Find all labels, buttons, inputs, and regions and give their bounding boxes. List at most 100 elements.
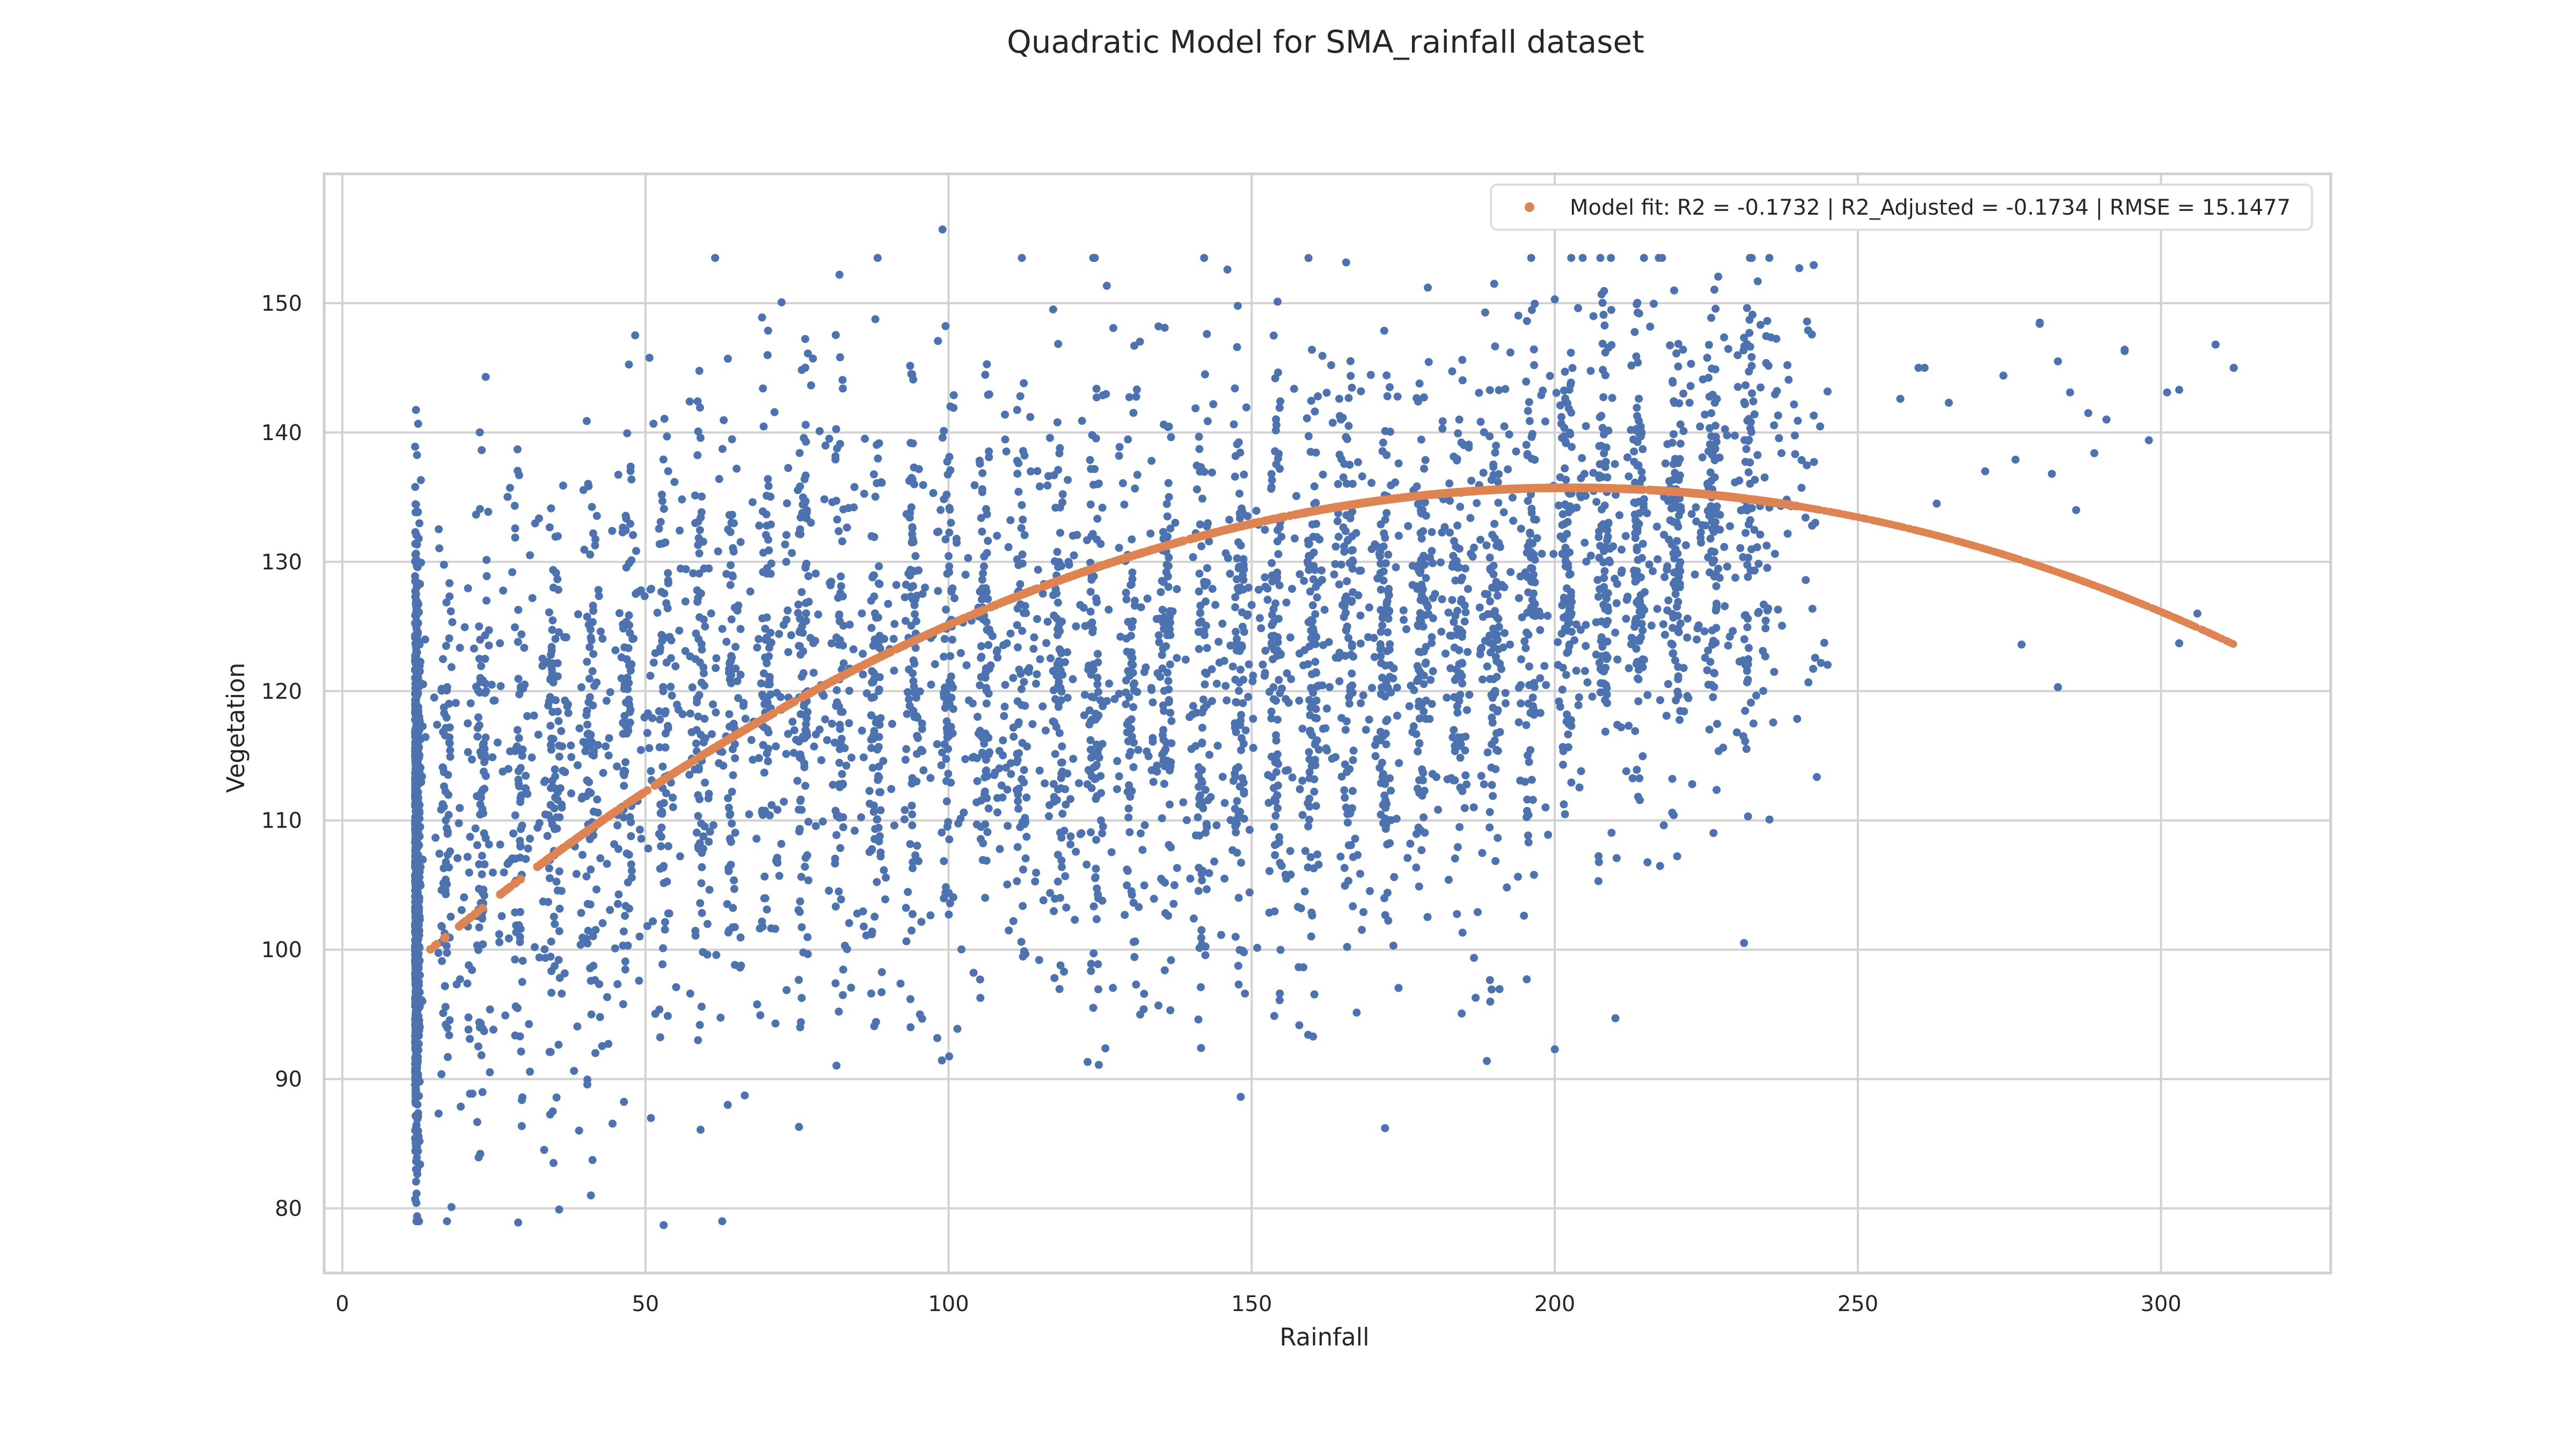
observed-data-point <box>525 1020 533 1028</box>
observed-data-point <box>796 897 804 906</box>
observed-data-point <box>1340 863 1349 872</box>
observed-data-point <box>1342 803 1350 812</box>
observed-data-point <box>1707 313 1716 322</box>
observed-data-point <box>1305 815 1314 824</box>
observed-data-point <box>1273 791 1282 800</box>
observed-data-point <box>1305 552 1313 560</box>
observed-data-point <box>947 518 955 527</box>
observed-data-point <box>1072 622 1080 631</box>
observed-data-point <box>526 835 534 843</box>
observed-data-point <box>884 599 892 608</box>
observed-data-point <box>1268 621 1276 630</box>
observed-data-point <box>1097 789 1106 797</box>
observed-data-point <box>1197 934 1205 942</box>
observed-data-point <box>1419 707 1428 716</box>
observed-data-point <box>1643 509 1651 517</box>
observed-data-point <box>1489 675 1498 684</box>
observed-data-point <box>801 421 810 429</box>
observed-data-point <box>916 1010 924 1019</box>
observed-data-point <box>1283 669 1291 678</box>
observed-data-point <box>1757 383 1765 392</box>
observed-data-point <box>414 1113 422 1121</box>
observed-data-point <box>909 858 917 867</box>
observed-data-point <box>468 965 477 974</box>
observed-data-point <box>1330 570 1338 579</box>
observed-data-point <box>867 930 876 939</box>
observed-data-point <box>1140 821 1149 830</box>
observed-data-point <box>1128 733 1136 741</box>
observed-data-point <box>1377 652 1385 661</box>
observed-data-point <box>1393 712 1401 720</box>
observed-data-point <box>1203 885 1211 894</box>
observed-data-point <box>1150 895 1158 903</box>
observed-data-point <box>1069 675 1077 684</box>
observed-data-point <box>766 520 775 529</box>
chart-title: Quadratic Model for SMA_rainfall dataset <box>1007 24 1644 60</box>
observed-data-point <box>1457 576 1465 584</box>
observed-data-point <box>714 547 722 555</box>
observed-data-point <box>476 635 485 644</box>
observed-data-point <box>1602 443 1611 452</box>
observed-data-point <box>962 661 971 670</box>
observed-data-point <box>592 678 601 687</box>
observed-data-point <box>649 917 657 926</box>
observed-data-point <box>1417 535 1426 543</box>
observed-data-point <box>811 822 820 830</box>
observed-data-point <box>1101 1044 1110 1052</box>
observed-data-point <box>1237 746 1246 755</box>
observed-data-point <box>579 737 588 746</box>
observed-data-point <box>1038 702 1047 711</box>
observed-data-point <box>976 975 984 984</box>
observed-data-point <box>789 749 798 757</box>
observed-data-point <box>1049 305 1057 314</box>
observed-data-point <box>1359 908 1368 917</box>
observed-data-point <box>1129 680 1138 689</box>
observed-data-point <box>701 622 709 631</box>
observed-data-point <box>1469 803 1478 811</box>
observed-data-point <box>1087 784 1096 793</box>
observed-data-point <box>580 545 589 554</box>
observed-data-point <box>829 780 837 789</box>
observed-data-point <box>1069 755 1078 763</box>
observed-data-point <box>1594 852 1603 860</box>
observed-data-point <box>1210 857 1219 866</box>
observed-data-point <box>664 724 672 733</box>
observed-data-point <box>1387 688 1395 697</box>
observed-data-point <box>799 628 807 637</box>
observed-data-point <box>1311 740 1319 749</box>
observed-data-point <box>1305 748 1313 756</box>
observed-data-point <box>1790 431 1799 440</box>
observed-data-point <box>1344 394 1353 402</box>
observed-data-point <box>445 1031 453 1040</box>
observed-data-point <box>716 1013 725 1022</box>
observed-data-point <box>724 803 733 812</box>
observed-data-point <box>1304 560 1313 568</box>
observed-data-point <box>1803 317 1811 326</box>
observed-data-point <box>1633 412 1642 420</box>
observed-data-point <box>555 927 564 935</box>
observed-data-point <box>564 709 573 718</box>
observed-data-point <box>548 1107 557 1116</box>
observed-data-point <box>1133 687 1141 696</box>
observed-data-point <box>1159 420 1168 429</box>
observed-data-point <box>1239 699 1247 707</box>
observed-data-point <box>1524 831 1532 840</box>
observed-data-point <box>870 635 879 643</box>
observed-data-point <box>445 1016 454 1024</box>
observed-data-point <box>414 420 422 428</box>
observed-data-point <box>1446 496 1454 505</box>
observed-data-point <box>1381 661 1389 670</box>
observed-data-point <box>1196 602 1205 610</box>
observed-data-point <box>1692 503 1700 511</box>
observed-data-point <box>835 612 843 620</box>
observed-data-point <box>1135 903 1143 911</box>
observed-data-point <box>545 874 554 882</box>
observed-data-point <box>1473 908 1482 917</box>
observed-data-point <box>480 1027 488 1035</box>
observed-data-point <box>533 823 542 832</box>
observed-data-point <box>1445 479 1454 488</box>
observed-data-point <box>479 746 487 755</box>
observed-data-point <box>1634 697 1643 706</box>
observed-data-point <box>1429 614 1437 623</box>
observed-data-point <box>1276 523 1284 532</box>
